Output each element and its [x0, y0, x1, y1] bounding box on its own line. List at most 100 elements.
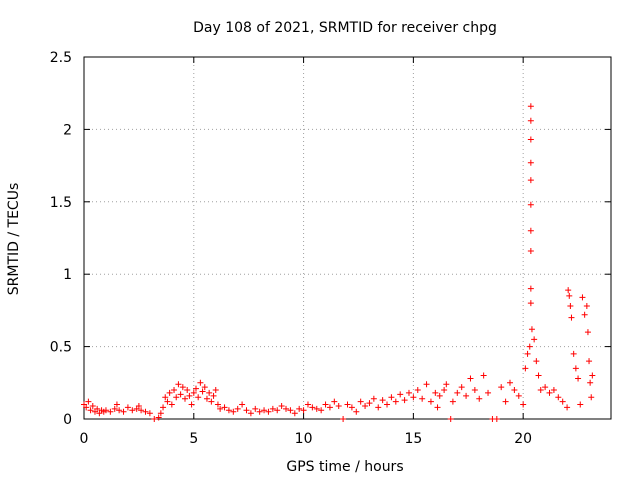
data-point	[581, 311, 588, 318]
data-point	[401, 397, 408, 404]
plot-frame	[83, 56, 612, 420]
data-point	[572, 365, 579, 372]
data-point	[527, 300, 534, 307]
y-tick-label: 0.5	[50, 340, 72, 356]
data-point	[291, 410, 298, 417]
data-point	[85, 398, 92, 405]
data-point	[535, 372, 542, 379]
data-point	[353, 408, 360, 415]
data-point	[397, 391, 404, 398]
data-point	[166, 389, 173, 396]
data-point	[485, 389, 492, 396]
data-point	[190, 389, 197, 396]
data-point	[335, 402, 342, 409]
data-point	[447, 416, 454, 422]
data-point	[175, 381, 182, 388]
data-point	[506, 379, 513, 386]
data-point	[199, 388, 206, 395]
data-point	[217, 405, 224, 412]
data-point	[138, 407, 145, 414]
data-point	[493, 416, 500, 422]
data-point	[83, 404, 90, 411]
data-point	[214, 401, 221, 408]
data-point	[87, 407, 94, 414]
data-point	[527, 227, 534, 234]
data-point	[94, 405, 101, 412]
data-point	[458, 384, 465, 391]
data-point	[120, 408, 127, 415]
data-point	[171, 387, 178, 394]
data-point	[304, 401, 311, 408]
data-point	[575, 375, 582, 382]
data-point	[419, 395, 426, 402]
data-point	[579, 294, 586, 301]
data-point	[326, 404, 333, 411]
data-point	[348, 404, 355, 411]
data-point	[309, 404, 316, 411]
data-point	[550, 387, 557, 394]
data-point	[384, 401, 391, 408]
data-point	[410, 394, 417, 401]
data-point	[527, 248, 534, 255]
data-point	[546, 389, 553, 396]
data-point	[587, 379, 594, 386]
data-point	[173, 394, 180, 401]
data-point	[186, 392, 193, 399]
data-point	[300, 407, 307, 414]
data-point	[564, 404, 571, 411]
x-tick-label: 20	[514, 431, 532, 447]
data-point	[531, 336, 538, 343]
data-point	[230, 408, 237, 415]
data-point	[313, 405, 320, 412]
data-point	[107, 408, 114, 415]
data-point	[589, 372, 596, 379]
data-point	[526, 343, 533, 350]
data-point	[318, 407, 325, 414]
x-tick-label: 10	[295, 431, 313, 447]
data-point	[555, 394, 562, 401]
grid	[84, 57, 611, 419]
data-point	[164, 398, 171, 405]
data-point	[427, 398, 434, 405]
data-point	[524, 350, 531, 357]
data-point	[296, 405, 303, 412]
x-tick-label: 15	[404, 431, 422, 447]
data-point	[162, 394, 169, 401]
data-point	[111, 405, 118, 412]
data-point	[520, 401, 527, 408]
data-point	[405, 389, 412, 396]
data-point	[124, 404, 131, 411]
y-tick-label: 2	[63, 122, 72, 138]
data-point	[454, 389, 461, 396]
data-point	[570, 350, 577, 357]
data-point	[498, 384, 505, 391]
data-point	[357, 398, 364, 405]
data-point	[278, 402, 285, 409]
data-point	[212, 387, 219, 394]
data-point	[142, 408, 149, 415]
data-point	[471, 387, 478, 394]
data-point	[225, 407, 232, 414]
data-point	[443, 381, 450, 388]
data-point	[432, 389, 439, 396]
data-point	[116, 407, 123, 414]
data-point	[414, 387, 421, 394]
axes: 0 5 10 15 20 0 0.5 1 1.5 2 2.5	[50, 50, 611, 447]
data-point	[467, 375, 474, 382]
y-tick-label: 0	[63, 412, 72, 428]
data-point	[502, 398, 509, 405]
data-point	[375, 404, 382, 411]
data-point	[129, 407, 136, 414]
y-tick-label: 1	[63, 267, 72, 283]
y-tick-label: 1.5	[50, 195, 72, 211]
data-point	[527, 136, 534, 143]
data-point	[269, 405, 276, 412]
data-point	[331, 398, 338, 405]
data-point	[370, 395, 377, 402]
data-point	[533, 358, 540, 365]
data-point	[568, 314, 575, 321]
data-point	[206, 389, 213, 396]
data-point	[586, 358, 593, 365]
data-point	[239, 401, 246, 408]
data-point	[423, 381, 430, 388]
